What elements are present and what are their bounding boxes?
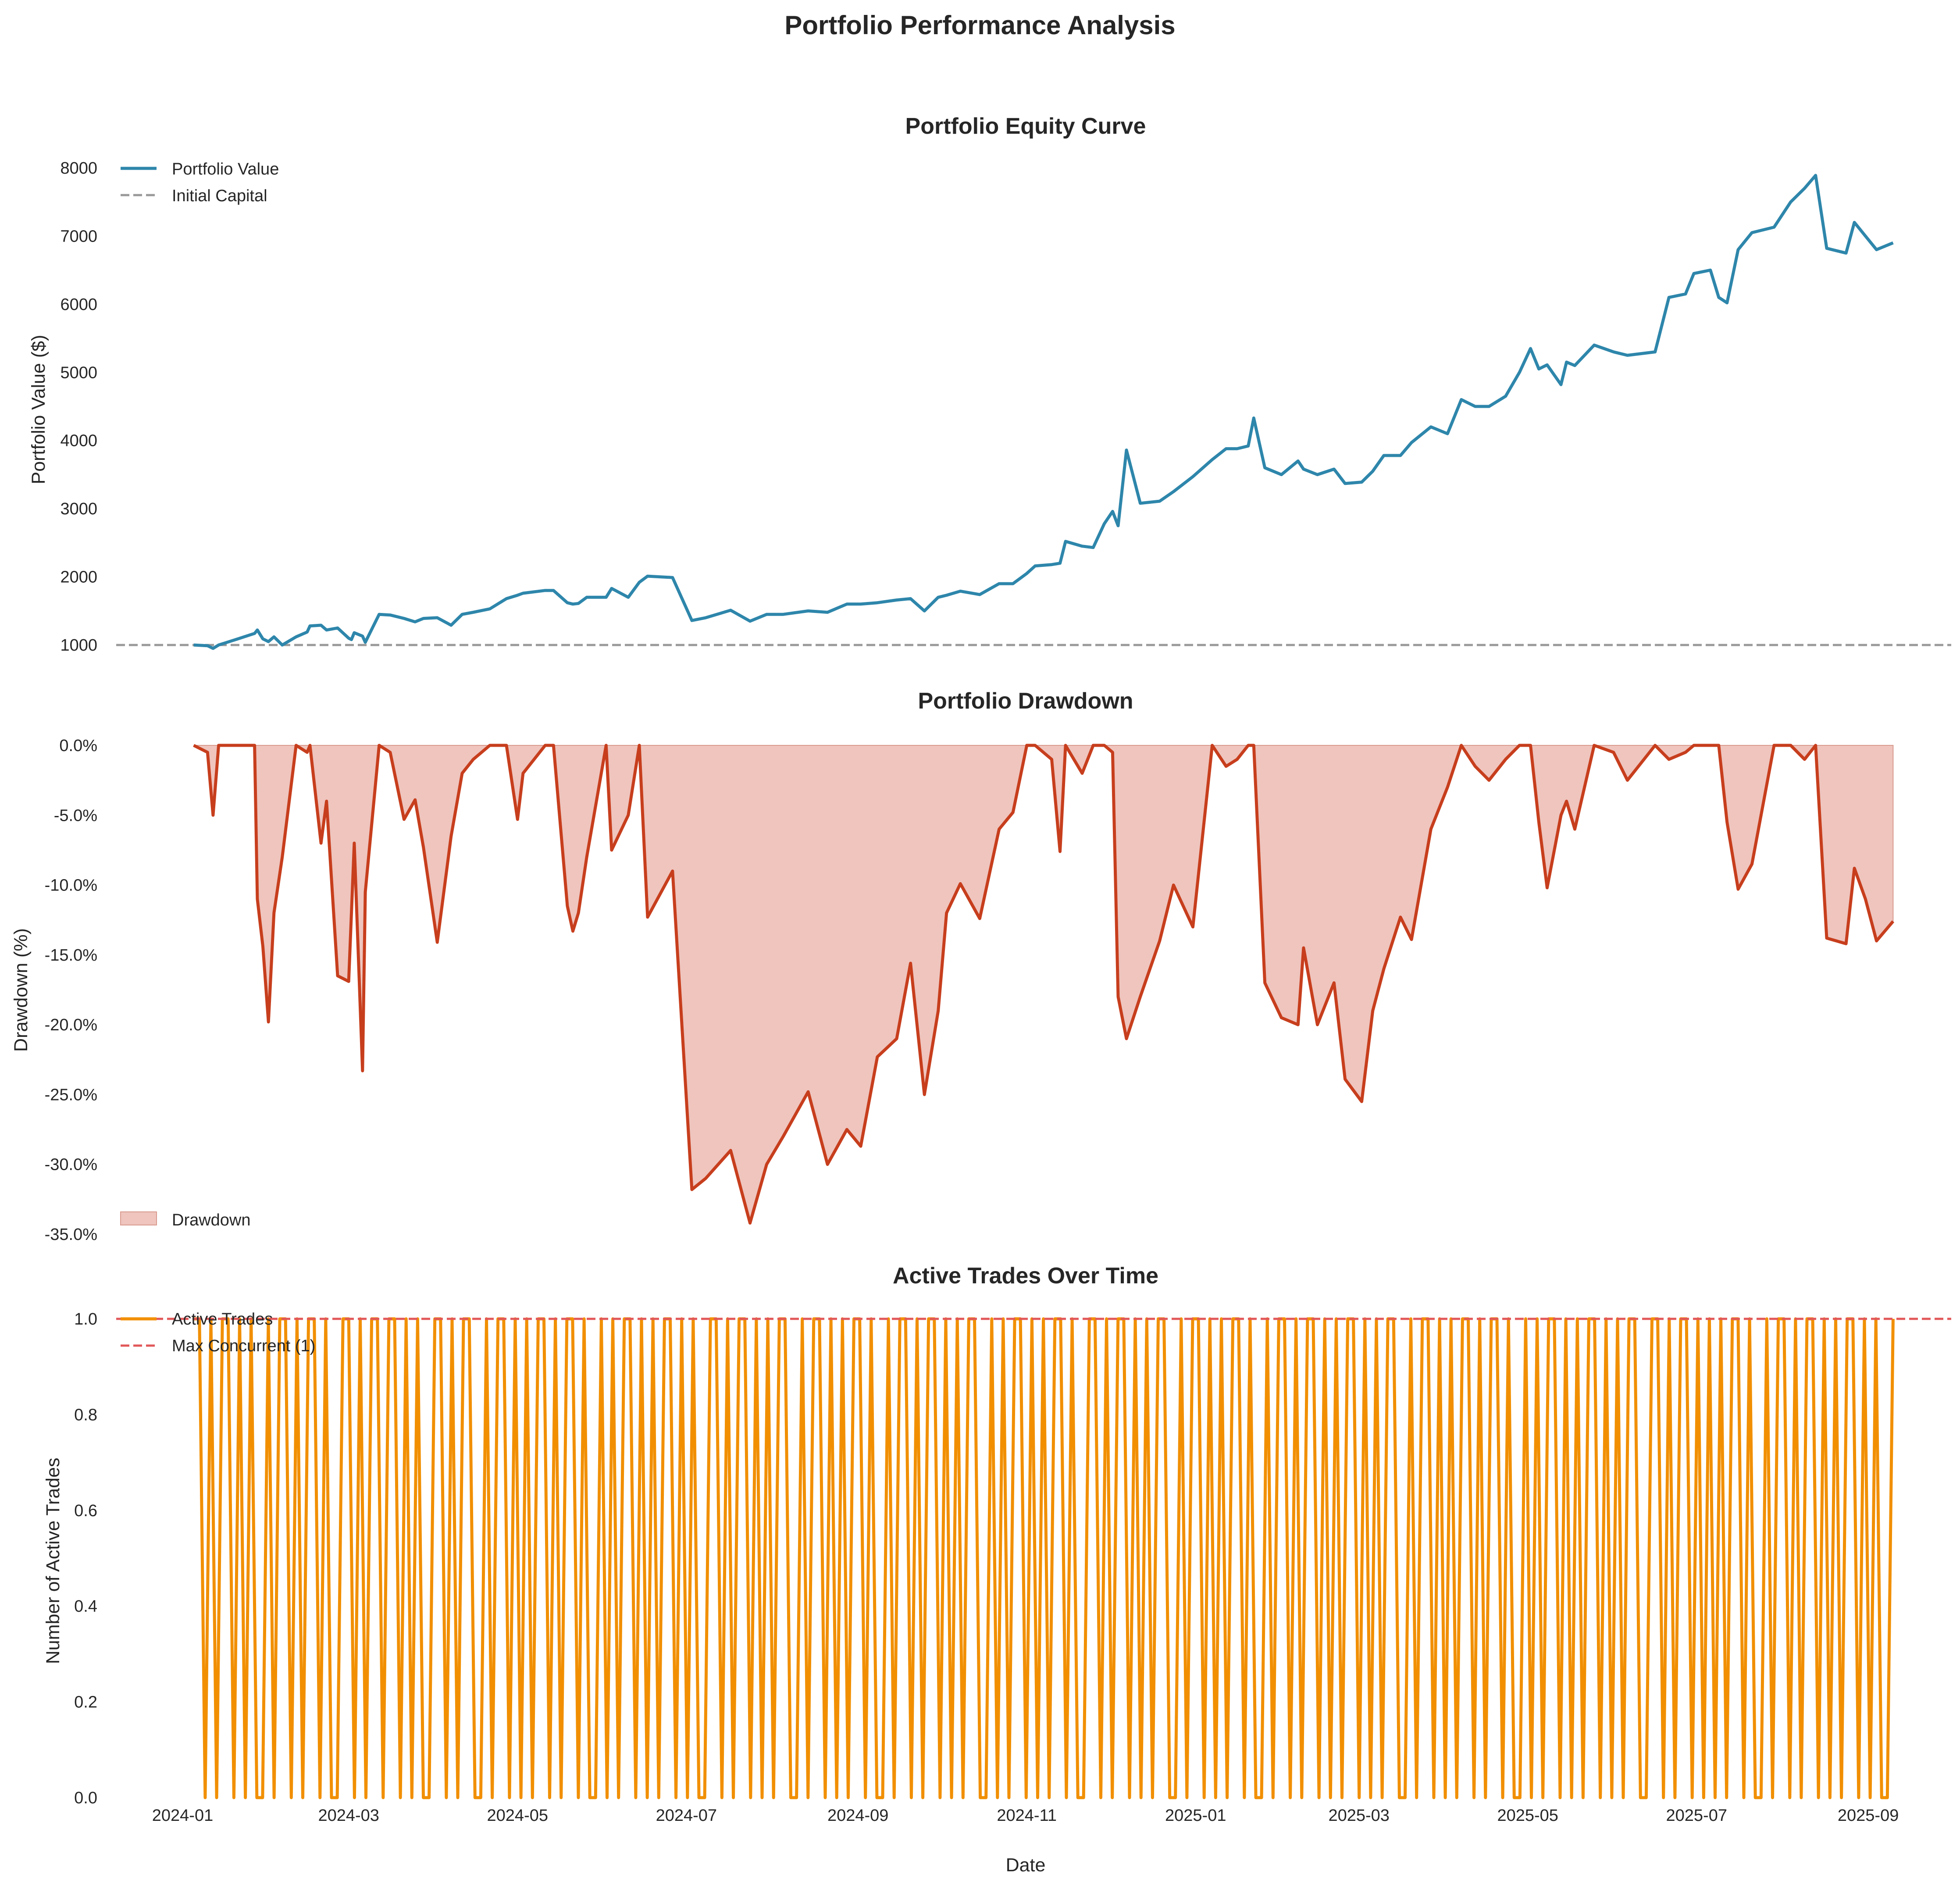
drawdown-y-tick-label: -30.0%	[45, 1156, 97, 1174]
drawdown-series	[193, 744, 1895, 1225]
drawdown-line	[193, 744, 1895, 1225]
trades-x-tick-label: 2025-07	[1666, 1806, 1727, 1825]
trades-x-tick-label: 2025-03	[1328, 1806, 1389, 1825]
drawdown-y-ticks: 0.0% -5.0% -10.0% -15.0% -20.0% -25.0% -30.0% -…	[45, 737, 97, 1244]
equity-series	[116, 174, 1951, 650]
equity-y-tick-label: 4000	[60, 432, 97, 450]
figure-title: Portfolio Performance Analysis	[784, 11, 1175, 40]
trades-x-tick-label: 2024-11	[997, 1806, 1057, 1825]
drawdown-y-tick-label: -25.0%	[45, 1086, 97, 1104]
trades-panel: Active Trades Over Time Number of Active…	[43, 1263, 1951, 1876]
drawdown-ylabel: Drawdown (%)	[11, 928, 32, 1052]
trades-title: Active Trades Over Time	[893, 1263, 1158, 1289]
legend-label-active-trades: Active Trades	[172, 1310, 273, 1328]
drawdown-y-tick-label: -10.0%	[45, 876, 97, 895]
trades-y-tick-label: 0.4	[74, 1597, 97, 1616]
trades-x-tick-label: 2024-05	[487, 1806, 548, 1825]
drawdown-panel: Portfolio Drawdown Drawdown (%) 0.0% -5.0…	[11, 688, 1895, 1244]
trades-x-tick-label: 2024-03	[318, 1806, 379, 1825]
active-trades-line	[193, 1317, 1895, 1799]
trades-y-tick-label: 1.0	[74, 1310, 97, 1328]
trades-x-tick-label: 2024-09	[827, 1806, 888, 1825]
drawdown-y-tick-label: -15.0%	[45, 946, 97, 965]
trades-x-tick-label: 2024-07	[656, 1806, 717, 1825]
equity-y-tick-label: 2000	[60, 568, 97, 587]
trades-y-ticks: 0.0 0.2 0.4 0.6 0.8 1.0	[74, 1310, 97, 1807]
equity-panel: Portfolio Equity Curve Portfolio Value (…	[28, 114, 1951, 655]
equity-y-tick-label: 5000	[60, 363, 97, 382]
trades-x-tick-label: 2025-05	[1497, 1806, 1558, 1825]
equity-legend: Portfolio Value Initial Capital	[121, 160, 279, 205]
legend-swatch-drawdown	[120, 1211, 157, 1225]
equity-y-tick-label: 8000	[60, 159, 97, 178]
equity-y-ticks: 1000 2000 3000 4000 5000 6000 7000 8000	[60, 159, 97, 655]
drawdown-y-tick-label: -35.0%	[45, 1225, 97, 1244]
trades-y-tick-label: 0.6	[74, 1502, 97, 1520]
legend-label-max-concurrent: Max Concurrent (1)	[172, 1337, 315, 1355]
drawdown-area	[193, 744, 1894, 1225]
trades-y-tick-label: 0.8	[74, 1406, 97, 1424]
trades-series	[116, 1317, 1951, 1799]
drawdown-y-tick-label: -5.0%	[54, 806, 97, 825]
equity-y-tick-label: 7000	[60, 227, 97, 246]
equity-y-tick-label: 6000	[60, 296, 97, 314]
trades-x-ticks: 2024-01 2024-03 2024-05 2024-07 2024-09 2024-…	[152, 1806, 1899, 1825]
equity-y-tick-label: 1000	[60, 636, 97, 655]
trades-x-tick-label: 2025-01	[1165, 1806, 1226, 1825]
drawdown-y-tick-label: 0.0%	[59, 737, 97, 755]
drawdown-legend: Drawdown	[120, 1211, 251, 1229]
drawdown-title: Portfolio Drawdown	[918, 688, 1133, 714]
legend-label-drawdown: Drawdown	[172, 1211, 251, 1229]
trades-y-tick-label: 0.2	[74, 1693, 97, 1712]
legend-label-initial-capital: Initial Capital	[172, 187, 267, 205]
trades-ylabel: Number of Active Trades	[43, 1458, 64, 1664]
equity-ylabel: Portfolio Value ($)	[28, 335, 49, 484]
portfolio-value-line	[193, 174, 1894, 650]
equity-y-tick-label: 3000	[60, 500, 97, 518]
trades-y-tick-label: 0.0	[74, 1789, 97, 1807]
drawdown-y-tick-label: -20.0%	[45, 1016, 97, 1034]
trades-x-tick-label: 2025-09	[1838, 1806, 1899, 1825]
equity-title: Portfolio Equity Curve	[905, 114, 1146, 139]
trades-x-tick-label: 2024-01	[152, 1806, 213, 1825]
trades-xlabel: Date	[1006, 1855, 1046, 1876]
trades-legend: Active Trades Max Concurrent (1)	[121, 1310, 315, 1355]
legend-label-portfolio-value: Portfolio Value	[172, 160, 279, 178]
